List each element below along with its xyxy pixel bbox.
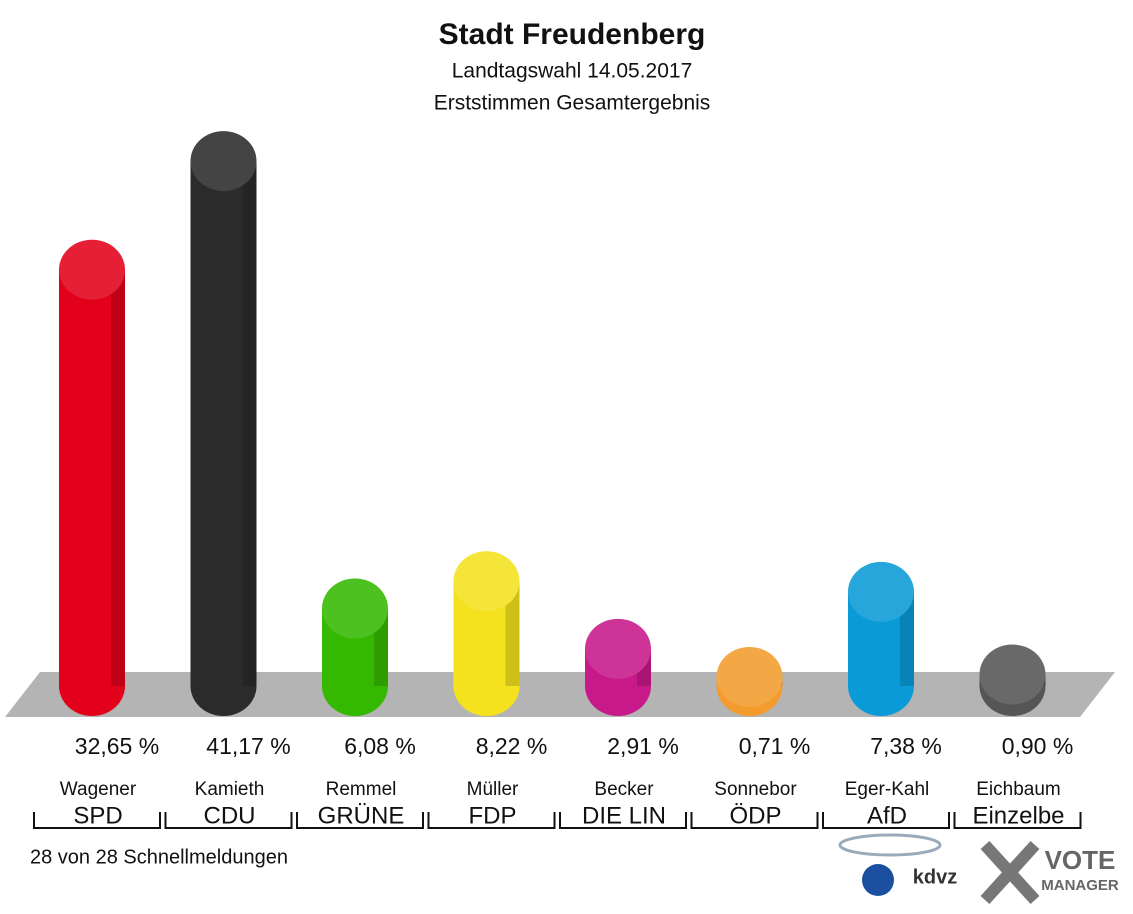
bracket — [427, 812, 556, 829]
candidate-label: Kamieth — [195, 779, 265, 800]
logo-text: VOTE — [1045, 845, 1116, 875]
bar-shade — [111, 269, 125, 686]
bracket — [559, 812, 687, 829]
bracket — [953, 812, 1082, 829]
bar — [190, 161, 257, 686]
bar-top — [848, 561, 914, 622]
x-tick-label: AfD — [867, 802, 907, 829]
x-tick-label: GRÜNE — [318, 802, 405, 829]
bar-shade — [505, 581, 520, 686]
chart-title: Stadt Freudenberg — [439, 18, 706, 51]
bar-top — [190, 131, 257, 192]
bar-top — [453, 551, 520, 612]
logo-text: kdvz — [913, 866, 957, 888]
footnote: 28 von 28 Schnellmeldungen — [30, 846, 288, 868]
value-label: 7,38 % — [870, 733, 942, 759]
bracket — [822, 812, 950, 829]
value-label: 0,71 % — [739, 733, 811, 759]
bar-top-highlight — [190, 131, 257, 192]
logo-cross — [980, 840, 1040, 905]
value-label: 32,65 % — [75, 733, 159, 759]
bar-top-highlight — [585, 618, 651, 679]
candidate-label: Becker — [594, 779, 654, 800]
bar-top-highlight — [979, 644, 1046, 705]
x-tick-label: DIE LIN — [582, 802, 666, 829]
logo-text: MANAGER — [1041, 877, 1119, 894]
x-tick-label: CDU — [204, 802, 256, 829]
chart-subtitle: Landtagswahl 14.05.2017 — [452, 60, 693, 83]
bar-top — [322, 578, 388, 639]
bar-shade — [242, 161, 257, 686]
floor — [5, 672, 1115, 717]
bar-top-highlight — [453, 551, 520, 612]
bar-top — [585, 618, 651, 679]
candidate-label: Eichbaum — [976, 779, 1061, 800]
bracket — [33, 812, 161, 829]
value-label: 2,91 % — [607, 733, 679, 759]
bar-top — [979, 644, 1046, 705]
bar-top — [716, 646, 783, 707]
bar — [59, 269, 125, 686]
x-tick-label: SPD — [73, 802, 122, 829]
x-tick-label: ÖDP — [729, 802, 781, 829]
candidate-label: Wagener — [60, 779, 137, 800]
bar-shade — [900, 591, 914, 686]
value-label: 0,90 % — [1002, 733, 1074, 759]
bar-top — [59, 239, 125, 300]
x-tick-label: FDP — [469, 802, 517, 829]
bracket — [690, 812, 819, 829]
candidate-label: Eger-Kahl — [845, 779, 930, 800]
logo-swoosh — [838, 833, 942, 857]
bar-top-highlight — [59, 239, 125, 300]
candidate-label: Sonnebor — [714, 779, 797, 800]
bar-top-highlight — [848, 561, 914, 622]
candidate-label: Müller — [467, 779, 519, 800]
bracket — [296, 812, 424, 829]
value-label: 8,22 % — [476, 733, 548, 759]
bar-top-highlight — [322, 578, 388, 639]
bracket — [164, 812, 293, 829]
bar-top-highlight — [716, 646, 783, 707]
candidate-label: Remmel — [326, 779, 397, 800]
value-label: 6,08 % — [344, 733, 416, 759]
logo-ball — [862, 864, 894, 896]
chart-subtitle: Erststimmen Gesamtergebnis — [434, 92, 711, 115]
value-label: 41,17 % — [206, 733, 290, 759]
x-tick-label: Einzelbe — [972, 802, 1064, 829]
